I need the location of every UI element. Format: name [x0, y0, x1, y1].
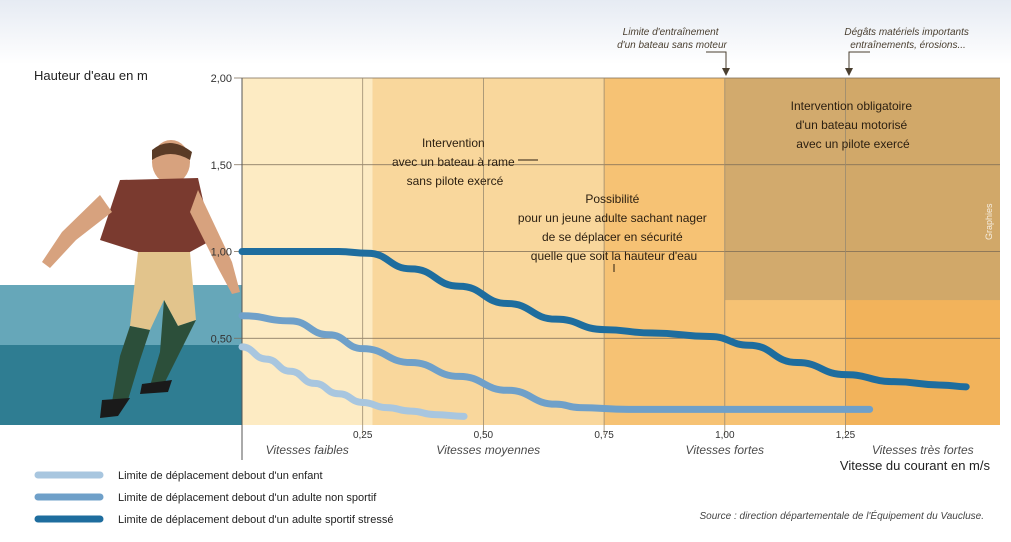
- arrow-limit-boat: [706, 51, 727, 74]
- y-tick-label-3: 1,00: [211, 247, 232, 259]
- arrow-damage: [848, 51, 870, 74]
- arrowhead-limit-boat: [722, 68, 730, 76]
- x-tick-label-1: 0,25: [353, 430, 373, 441]
- annotation-rowboat-line3: sans pilote exercé: [407, 174, 504, 188]
- legend-label-3: Limite de déplacement debout d'un adulte…: [118, 514, 393, 526]
- speed-zone-label-3: Vitesses fortes: [686, 443, 764, 457]
- annotation-rowboat-line1: Intervention: [422, 136, 485, 150]
- axes: 2,00 1,50 1,00 0,50 0,25 0,50 0,75 1,00 1,25: [211, 73, 856, 460]
- series-line-3: [238, 248, 970, 391]
- person-figure: [42, 140, 240, 418]
- motorboat-region: [724, 78, 1000, 301]
- x-tick-label-5: 1,25: [836, 430, 856, 441]
- figure-illustration: [0, 140, 242, 425]
- x-tick-label-4: 1,00: [715, 430, 735, 441]
- annotation-rowboat: Intervention avec un bateau à rame sans …: [392, 136, 518, 188]
- series-lines: [238, 248, 970, 420]
- legend-label-1: Limite de déplacement debout d'un enfant: [118, 470, 323, 482]
- annotation-top-limit-boat: Limite d'entraînement d'un bateau sans m…: [617, 27, 727, 51]
- y-tick-label-2: 1,50: [211, 160, 232, 172]
- y-axis-title: Hauteur d'eau en m: [34, 68, 148, 83]
- annotation-rowboat-line2: avec un bateau à rame: [392, 155, 515, 169]
- source-label: Source : direction départementale de l'É…: [700, 509, 985, 522]
- motorboat-region-rect: [724, 78, 1000, 301]
- series-line-2: [238, 312, 874, 413]
- annotation-young-adult: Possibilité pour un jeune adulte sachant…: [518, 192, 710, 263]
- water-surface: [0, 285, 242, 345]
- series-line-1: [238, 343, 468, 420]
- legend: Limite de déplacement debout d'un enfant…: [34, 470, 393, 526]
- legend-label-2: Limite de déplacement debout d'un adulte…: [118, 492, 377, 504]
- y-tick-label-4: 0,50: [211, 333, 232, 345]
- x-tick-label-2: 0,50: [474, 430, 494, 441]
- annotation-motorboat: Intervention obligatoire d'un bateau mot…: [791, 99, 916, 151]
- y-tick-label-1: 2,00: [211, 73, 232, 85]
- annotation-top-damage: Dégâts matériels importants entraînement…: [844, 27, 971, 51]
- credit-label: Graphies: [984, 203, 994, 240]
- annotations: Intervention avec un bateau à rame sans …: [392, 27, 994, 272]
- x-tick-label-3: 0,75: [594, 430, 614, 441]
- x-axis-title: Vitesse du courant en m/s: [840, 458, 991, 473]
- speed-zone-label-2: Vitesses moyennes: [436, 443, 540, 457]
- arrowhead-damage: [845, 68, 853, 76]
- speed-zone-label-4: Vitesses très fortes: [872, 443, 974, 457]
- grid-lines: [234, 77, 1000, 435]
- speed-zone-label-1: Vitesses faibles: [266, 443, 349, 457]
